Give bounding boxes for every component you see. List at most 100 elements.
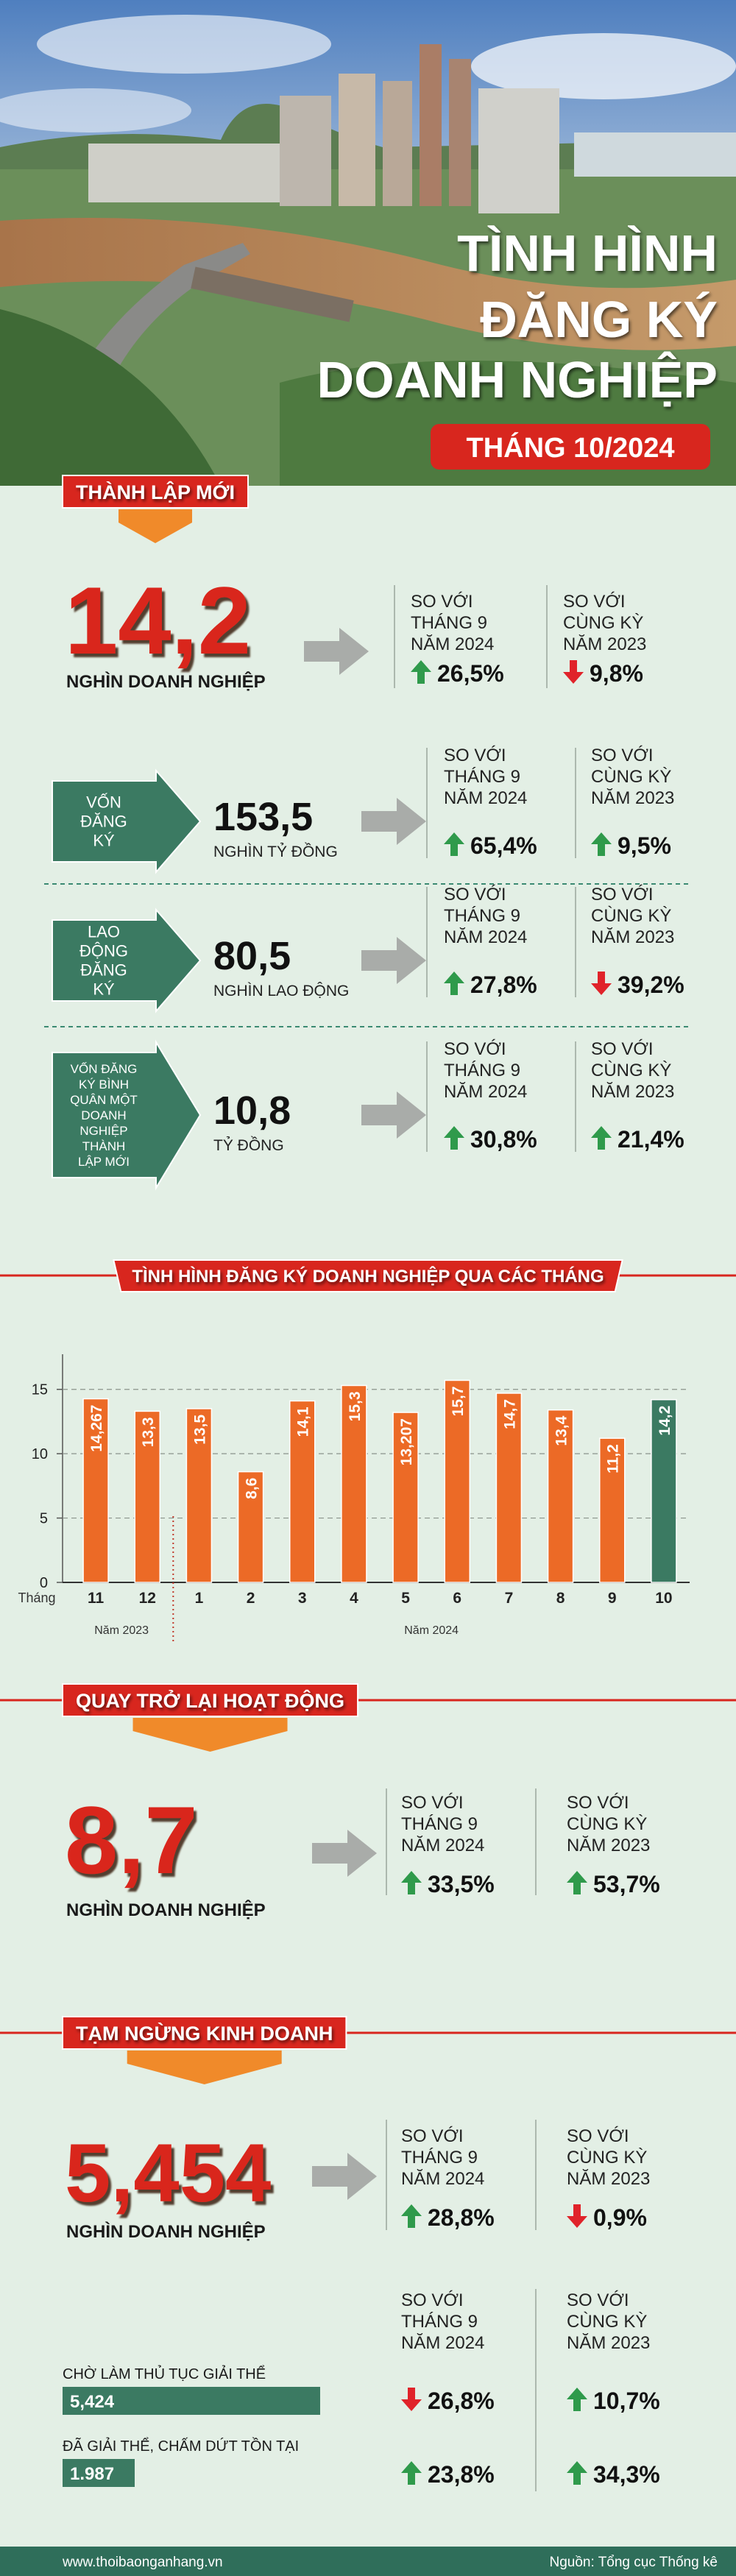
indicator-value: 153,5 [213,795,313,839]
change-value: 23,8% [428,2461,495,2488]
change-value: 34,3% [593,2461,660,2488]
change-value: 30,8% [470,1126,537,1153]
comparison-label: NĂM 2023 [563,634,646,654]
hero-title-line: TÌNH HÌNH [457,224,718,282]
indicator-label: NGHIỆP [79,1124,127,1138]
indicator-unit: NGHÌN TỶ ĐỒNG [213,843,338,860]
comparison-label: SO VỚI [567,2290,629,2310]
change-value: 10,7% [593,2388,660,2414]
change-value: 65,4% [470,832,537,859]
hero-title-line: DOANH NGHIỆP [317,350,718,408]
indicator-label: LAO [88,923,120,941]
indicator-label: KÝ [93,980,115,999]
y-tick-label: 0 [40,1575,48,1591]
comparison-label: SO VỚI [591,746,654,765]
bar [392,1412,419,1583]
indicator-label: VỐN [86,793,121,812]
bar-value-label: 15,7 [450,1386,467,1416]
x-tick-label: 12 [139,1590,156,1607]
section-ribbon [62,2016,347,2050]
y-tick-label: 5 [40,1511,48,1527]
gray-arrow [312,1830,377,1877]
up-arrow [591,1126,612,1150]
hero-title-line: ĐĂNG KÝ [480,291,718,348]
month-badge-text: THÁNG 10/2024 [466,431,674,464]
indicator-label: ĐĂNG [80,961,127,980]
bar [289,1400,316,1583]
comparison-label: NĂM 2023 [567,1836,650,1855]
indicator-label: DOANH [81,1108,126,1122]
up-arrow [567,2461,587,2485]
up-arrow [591,832,612,856]
bar-value-label: 13,4 [553,1415,570,1446]
x-tick-label: 10 [655,1590,672,1607]
down-pointer [132,1718,288,1752]
bar-value-label: 14,7 [501,1399,518,1429]
comparison-label: NĂM 2024 [401,1836,484,1855]
breakdown-bar [63,2387,320,2415]
up-arrow [444,1126,464,1150]
bar [82,1398,109,1583]
comparison-label: CÙNG KỲ [563,613,643,633]
change-value: 26,5% [437,660,504,687]
change-value: 21,4% [618,1126,684,1153]
up-arrow [401,1871,422,1894]
section-label: THÀNH LẬP MỚI [76,481,235,503]
change-value: 33,5% [428,1871,495,1897]
indicator-unit: TỶ ĐỒNG [213,1136,284,1154]
indicator-value: 80,5 [213,934,291,978]
up-arrow [411,660,431,684]
comparison-label: THÁNG 9 [401,2148,478,2168]
bar-value-label: 14,2 [657,1406,673,1436]
comparison-label: NĂM 2024 [444,1082,527,1102]
bar-value-label: 14,1 [295,1406,312,1437]
comparison-label: THÁNG 9 [444,906,520,926]
breakdown-label: ĐÃ GIẢI THỂ, CHẤM DỨT TỒN TẠI [63,2437,299,2455]
x-axis-label: Tháng [18,1590,55,1605]
gray-arrow [361,798,426,845]
period-label: Năm 2023 [94,1624,149,1637]
y-tick-label: 15 [32,1382,48,1398]
indicator-label: VỐN ĐĂNG [71,1061,138,1076]
x-tick-label: 7 [505,1590,514,1607]
x-tick-label: 1 [195,1590,204,1607]
indicator-label: ĐỘNG [79,942,128,960]
change-value: 26,8% [428,2388,495,2414]
indicator-label: KÝ [93,832,115,850]
gray-arrow [361,1091,426,1139]
up-arrow [567,2388,587,2411]
comparison-label: THÁNG 9 [401,1814,478,1834]
headline-unit: NGHÌN DOANH NGHIỆP [66,1900,266,1920]
comparison-label: NĂM 2023 [591,1082,674,1102]
x-tick-label: 5 [401,1590,410,1607]
indicator-label: LẬP MỚI [78,1155,130,1169]
comparison-label: NĂM 2023 [567,2169,650,2189]
comparison-label: SO VỚI [591,885,654,905]
comparison-label: NĂM 2023 [591,927,674,947]
up-arrow [567,1871,587,1894]
comparison-label: THÁNG 9 [444,767,520,787]
bar [134,1410,160,1583]
comparison-label: NĂM 2023 [567,2333,650,2353]
comparison-label: NĂM 2023 [591,788,674,808]
comparison-label: CÙNG KỲ [591,1061,671,1080]
bar-value-label: 14,267 [88,1405,105,1452]
comparison-label: THÁNG 9 [401,2312,478,2332]
section-label: TẠM NGỪNG KINH DOANH [76,2022,333,2045]
x-tick-label: 3 [298,1590,307,1607]
x-tick-label: 4 [350,1590,358,1607]
change-value: 53,7% [593,1871,660,1897]
indicator-label: THÀNH [82,1139,126,1153]
comparison-label: SO VỚI [563,592,626,612]
comparison-label: SO VỚI [401,2290,464,2310]
down-arrow [563,660,584,684]
indicator-label: QUÂN MỘT [70,1093,138,1107]
indicator-label: ĐĂNG [80,813,127,831]
chart-title-ribbon [113,1259,623,1292]
month-badge [431,424,710,470]
comparison-label: SO VỚI [567,2126,629,2146]
period-label: Năm 2024 [404,1624,459,1637]
bar-value-label: 13,207 [398,1418,415,1465]
